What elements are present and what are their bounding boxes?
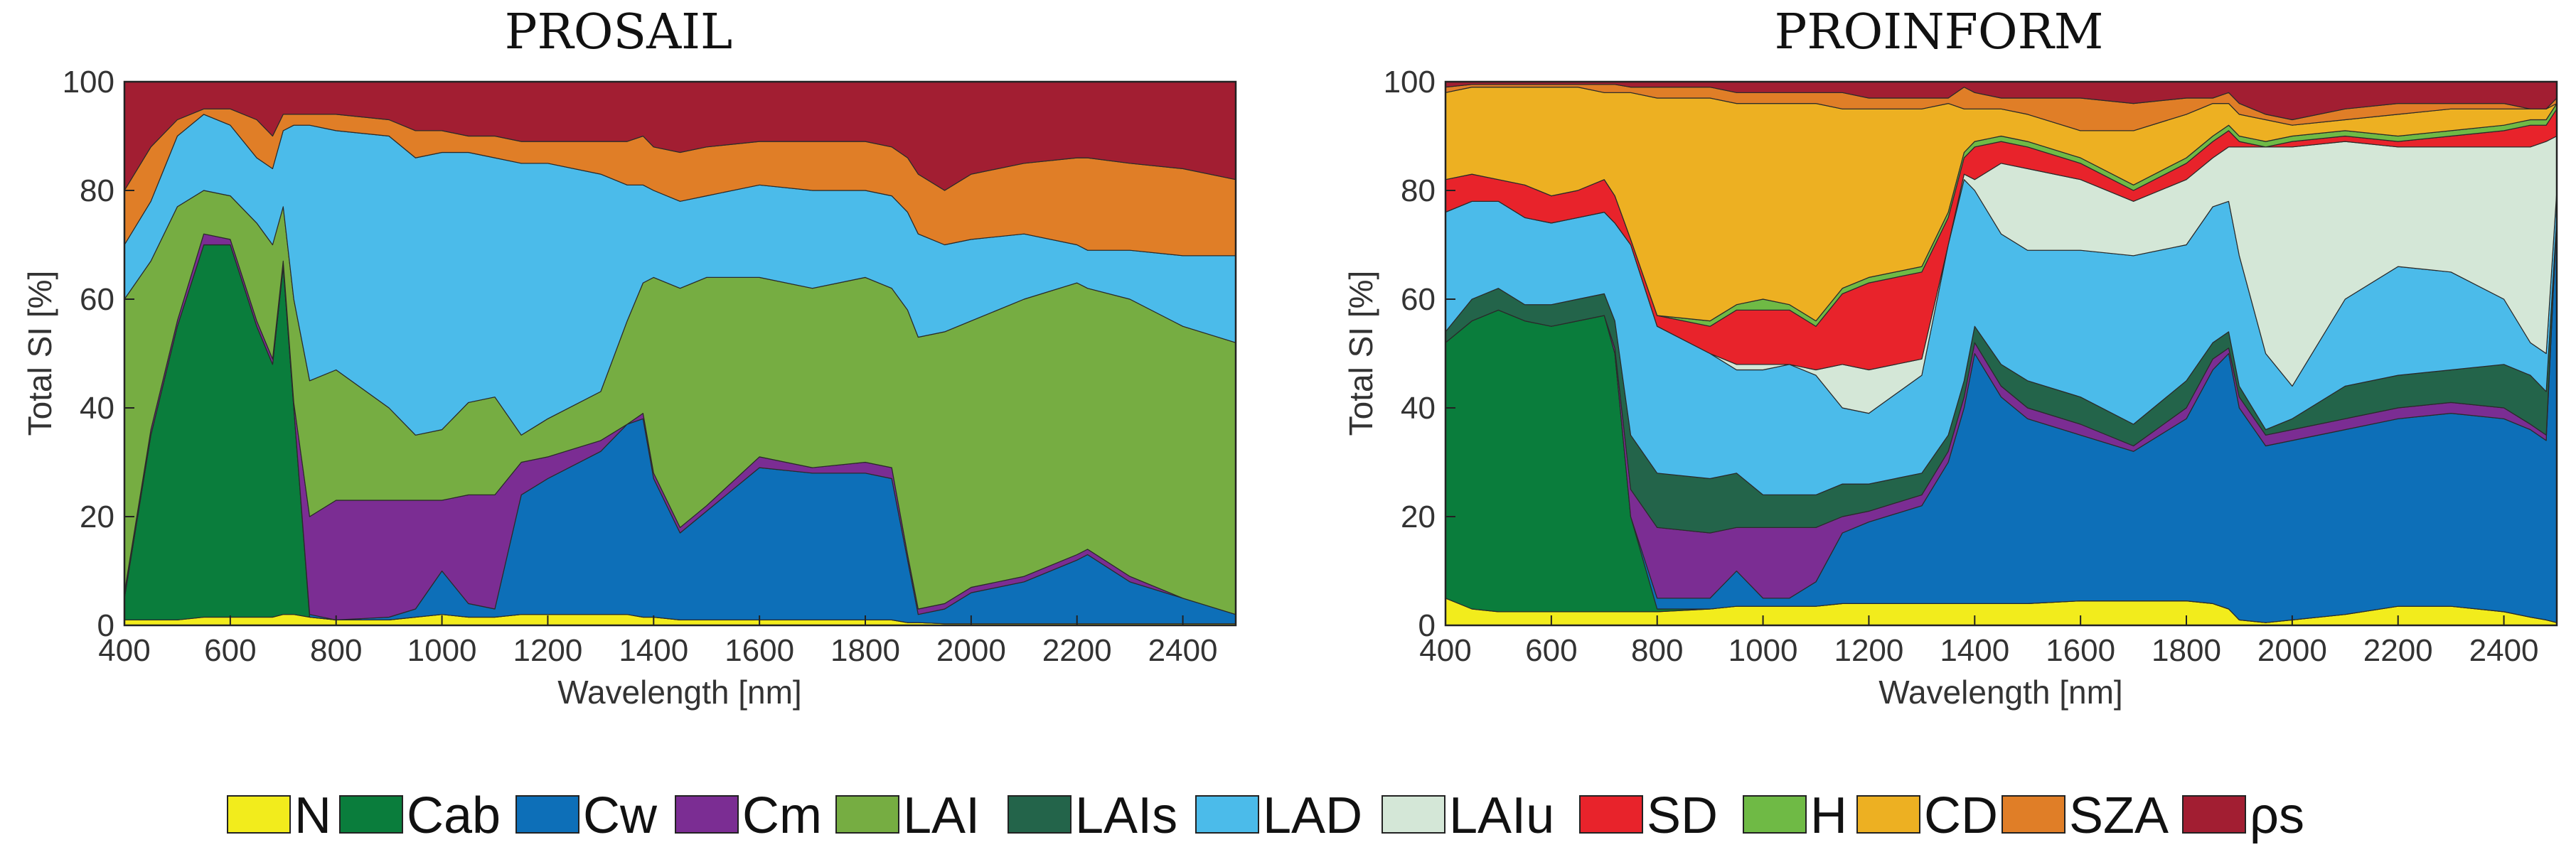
x-tick-label: 2000 (2257, 633, 2327, 668)
x-tick-label: 1600 (725, 633, 794, 668)
legend-label: N (294, 787, 331, 844)
legend-label: CD (1924, 787, 1998, 844)
x-tick-label: 1400 (619, 633, 688, 668)
x-ticks-proinform: 400 600 800 1000 1200 1400 1600 1800 2000 2200 240… (1419, 615, 2539, 668)
legend-swatch (675, 795, 739, 834)
y-axis-label-proinform: Total SI [%] (1342, 271, 1379, 436)
legend-label: LAIu (1449, 787, 1554, 844)
x-tick-label: 1800 (2152, 633, 2221, 668)
plot-frame-prosail (123, 80, 1237, 627)
area-layers-prosail (124, 81, 1236, 626)
y-tick-label: 100 (1384, 65, 1436, 99)
y-ticks-prosail: 0 20 40 60 80 100 (63, 65, 134, 643)
y-tick-label: 80 (80, 173, 114, 208)
legend-label: SD (1647, 787, 1718, 844)
legend-label: SZA (2069, 787, 2169, 844)
y-tick-label: 40 (1401, 391, 1436, 426)
legend-swatch (2002, 795, 2065, 834)
legend-swatch (1381, 795, 1445, 834)
legend-item-sza: SZA (2002, 787, 2169, 844)
legend-item-lais: LAIs (1008, 787, 1177, 844)
x-tick-label: 1800 (830, 633, 900, 668)
x-axis-label-proinform: Wavelength [nm] (1878, 674, 2122, 711)
area-layers-proinform (1445, 81, 2558, 626)
y-tick-label: 60 (80, 282, 114, 317)
y-ticks-proinform: 0 20 40 60 80 100 (1384, 65, 1455, 643)
legend-label: Cab (407, 787, 501, 844)
y-axis-label-prosail: Total SI [%] (21, 271, 58, 436)
chart-title-prosail: PROSAIL (505, 4, 732, 60)
x-tick-label: 1400 (1940, 633, 2009, 668)
legend-swatch (835, 795, 899, 834)
legend-item-h: H (1743, 787, 1847, 844)
y-tick-label: 40 (80, 391, 114, 426)
x-tick-label: 1200 (1834, 633, 1903, 668)
legend-item-cd: CD (1856, 787, 1998, 844)
legend-label: Cw (583, 787, 658, 844)
x-tick-label: 1600 (2046, 633, 2115, 668)
legend-item-cab: Cab (339, 787, 501, 844)
y-tick-label: 80 (1401, 173, 1436, 208)
legend-swatch (227, 795, 291, 834)
legend-item-sd: SD (1579, 787, 1718, 844)
legend-swatch (2182, 795, 2246, 834)
x-axis-label-prosail: Wavelength [nm] (557, 674, 801, 711)
x-tick-label: 600 (204, 633, 256, 668)
x-tick-label: 2200 (2363, 633, 2433, 668)
legend-label: LAI (903, 787, 980, 844)
x-tick-label: 2200 (1042, 633, 1112, 668)
legend-swatch (1195, 795, 1259, 834)
x-tick-label: 1000 (407, 633, 477, 668)
legend-label: LAD (1263, 787, 1362, 844)
plot-frame-proinform (1444, 80, 2558, 627)
legend-label: LAIs (1075, 787, 1177, 844)
x-tick-label: 1000 (1728, 633, 1798, 668)
x-tick-label: 400 (98, 633, 150, 668)
legend-swatch (1008, 795, 1071, 834)
legend-label: Cm (742, 787, 822, 844)
y-tick-label: 60 (1401, 282, 1436, 317)
x-tick-label: 400 (1419, 633, 1471, 668)
legend-swatch (339, 795, 403, 834)
legend-swatch (515, 795, 579, 834)
y-tick-label: 100 (63, 65, 114, 99)
legend-item-laiu: LAIu (1381, 787, 1554, 844)
legend-item-lad: LAD (1195, 787, 1362, 844)
y-tick-label: 20 (80, 500, 114, 534)
chart-title-proinform: PROINFORM (1775, 4, 2104, 60)
x-tick-label: 2400 (1148, 633, 1218, 668)
y-tick-label: 20 (1401, 500, 1436, 534)
legend-item-n: N (227, 787, 331, 844)
y-tick-label: 0 (97, 608, 114, 643)
x-tick-label: 600 (1525, 633, 1577, 668)
legend-label: ρs (2250, 787, 2304, 844)
x-tick-label: 1200 (513, 633, 582, 668)
legend-item-rho: ρs (2182, 787, 2304, 844)
legend-item-cm: Cm (675, 787, 822, 844)
y-tick-label: 0 (1418, 608, 1436, 643)
x-ticks-prosail: 400 600 800 1000 1200 1400 1600 1800 2000 2200 240… (98, 615, 1218, 668)
legend-label: H (1810, 787, 1847, 844)
chart-prosail: PROSAIL 400 600 800 1000 1200 1400 1600 1800 200… (21, 4, 1237, 711)
x-tick-label: 800 (310, 633, 362, 668)
legend: N Cab Cw Cm LAI LAIs LAD LAIu SD H CD SZA ρs (227, 787, 2304, 844)
legend-swatch (1856, 795, 1920, 834)
legend-item-lai: LAI (835, 787, 980, 844)
chart-proinform: PROINFORM 400 600 800 1000 1200 1400 1600 1800 2… (1342, 4, 2558, 711)
x-tick-label: 2400 (2469, 633, 2539, 668)
legend-swatch (1743, 795, 1807, 834)
legend-item-cw: Cw (515, 787, 658, 844)
legend-swatch (1579, 795, 1643, 834)
x-tick-label: 800 (1631, 633, 1683, 668)
x-tick-label: 2000 (936, 633, 1006, 668)
